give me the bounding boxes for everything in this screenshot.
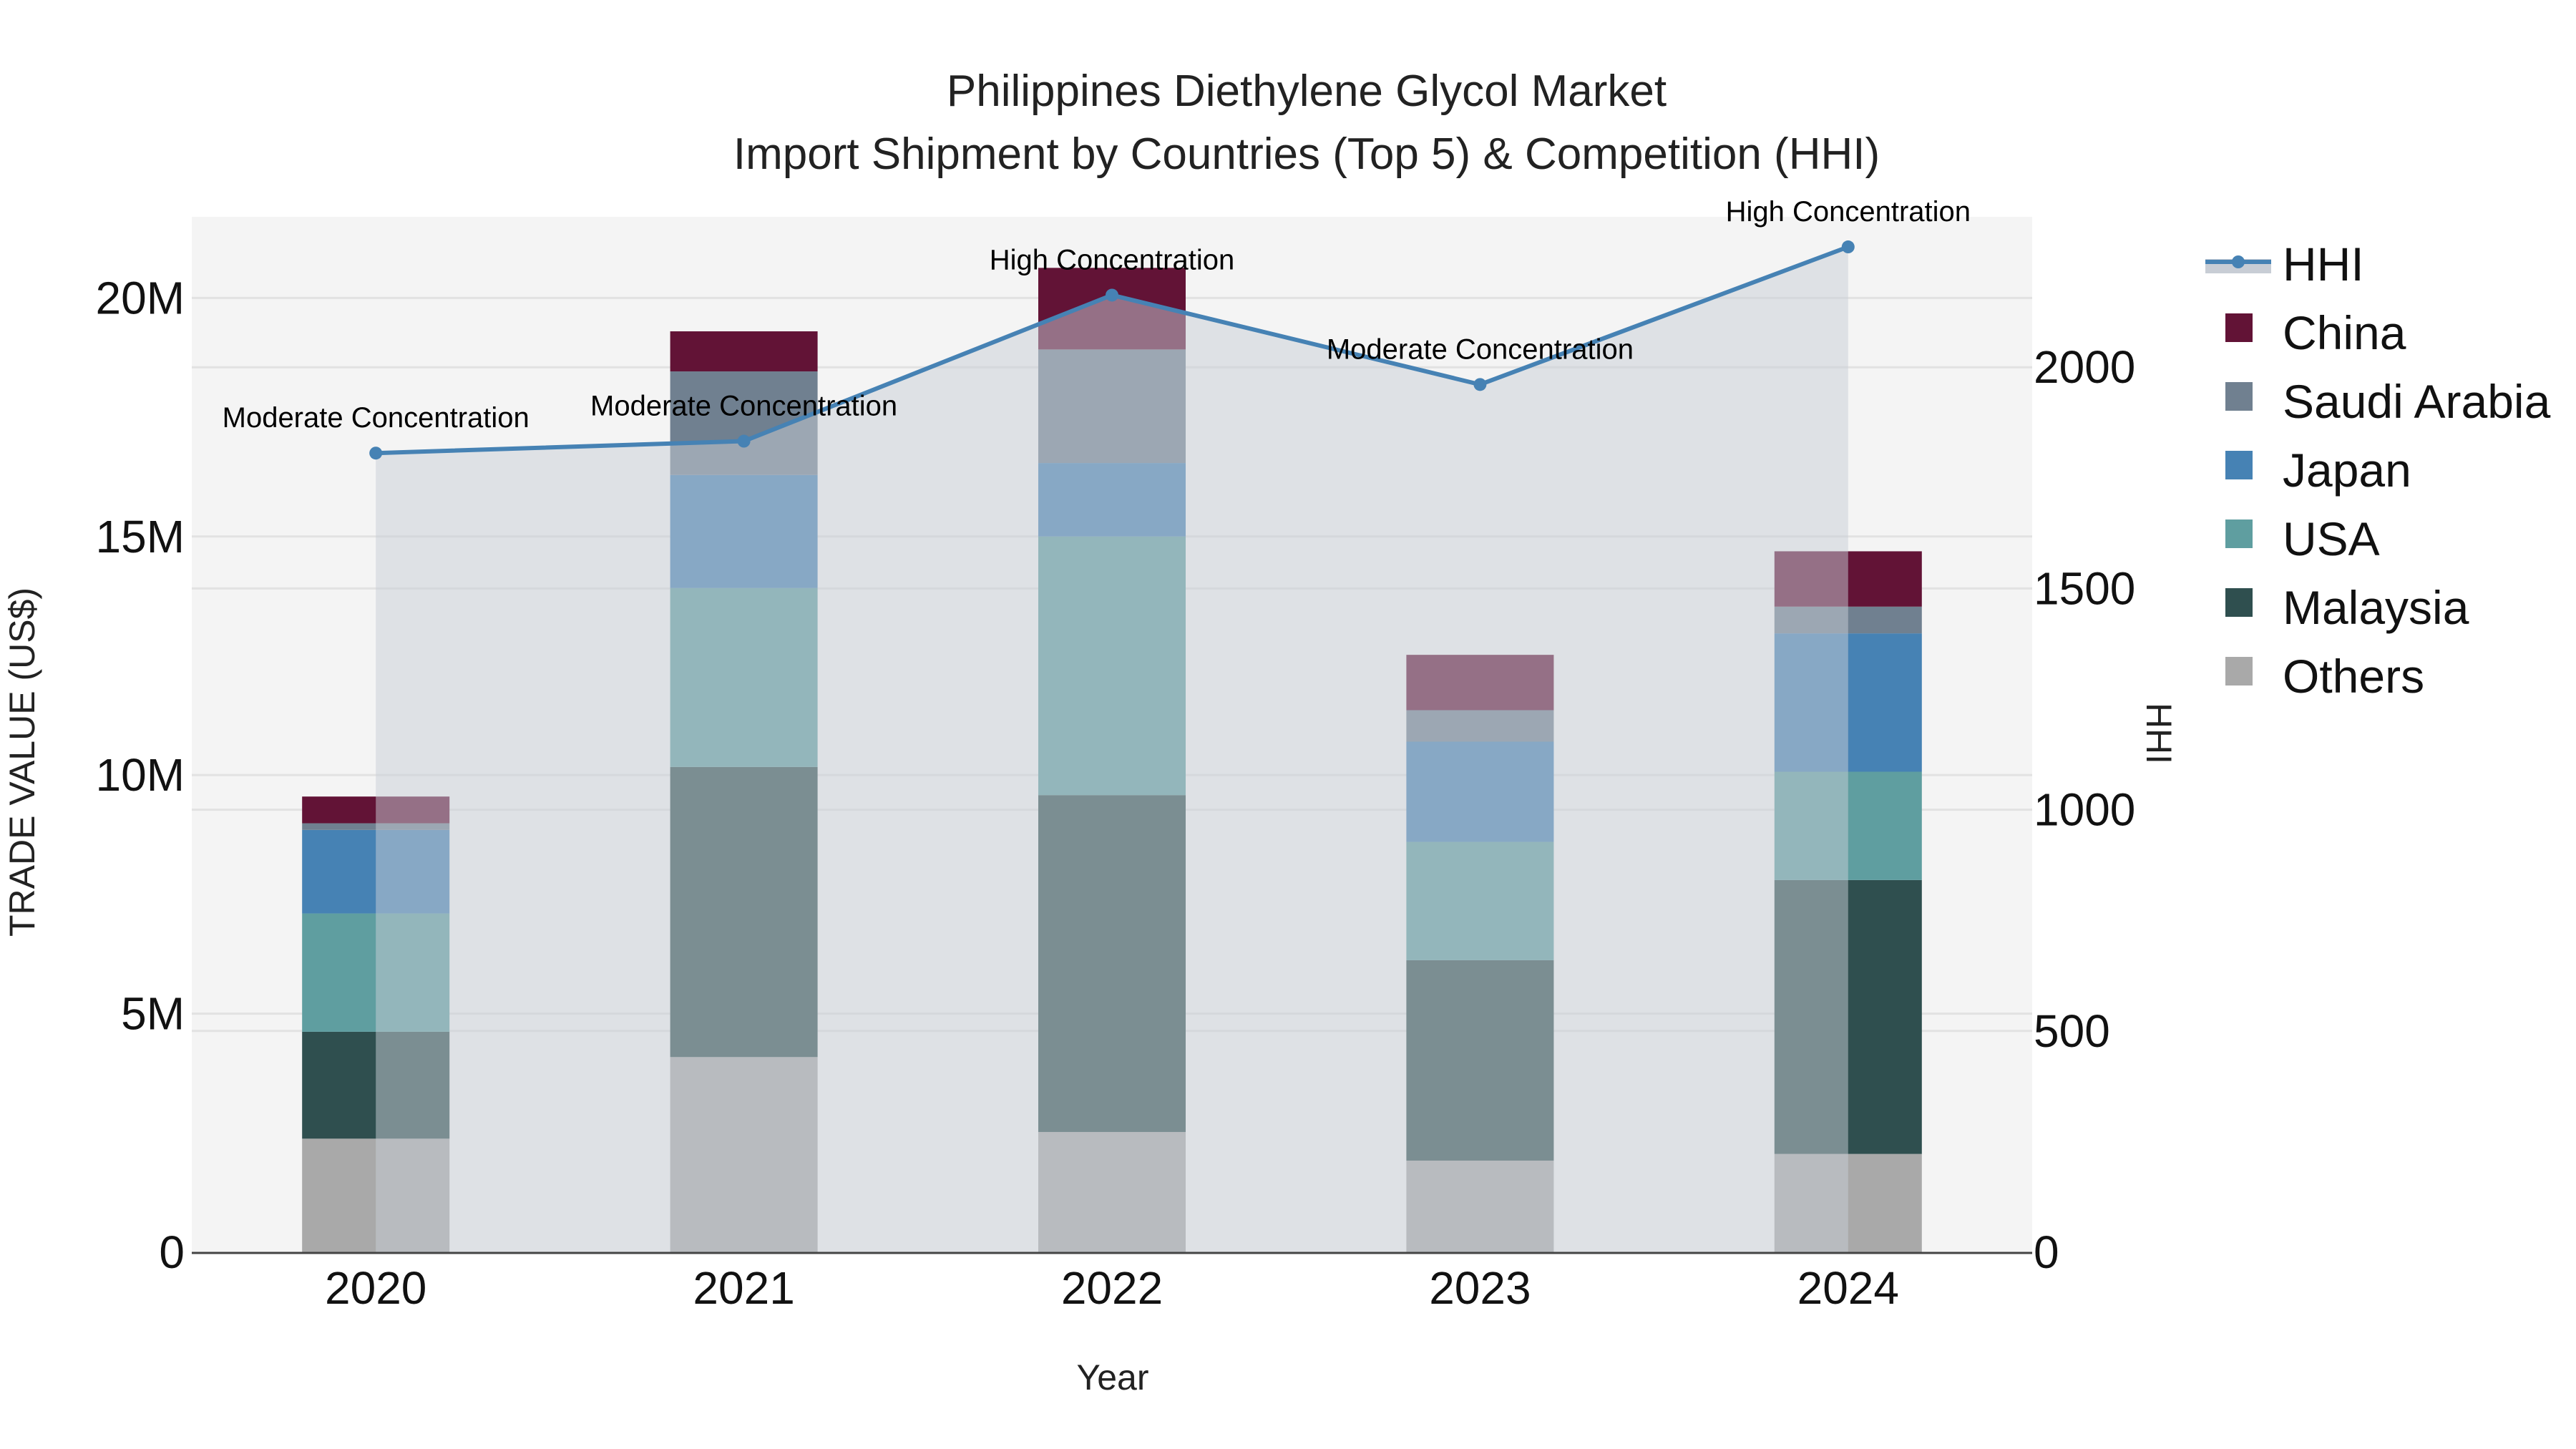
annotation-2020: Moderate Concentration [223,402,530,434]
annotation-2024: High Concentration [1726,196,1971,228]
square-icon [2225,313,2253,342]
y-tick-label: 15M [96,511,185,562]
y2-axis-title: HHI [2139,703,2179,764]
y2-tick-label: 0 [2034,1226,2059,1278]
y2-axis-ticks: 0 500 1000 1500 2000 [2034,341,2135,1278]
square-icon [2225,519,2253,548]
y2-tick-label: 1000 [2034,784,2135,836]
legend-item-hhi[interactable]: HHI [2205,238,2364,291]
y-axis-ticks: 0 5M 10M 15M 20M [96,272,185,1278]
y2-tick-label: 500 [2034,1005,2110,1057]
legend-label: Malaysia [2283,581,2469,634]
legend-label: HHI [2283,238,2364,291]
x-tick-label: 2021 [693,1262,794,1314]
x-axis-ticks: 2020 2021 2022 2023 2024 [325,1262,1899,1314]
y-tick-label: 10M [96,749,185,801]
hhi-marker-2023 [1473,378,1487,391]
annotation-2021: Moderate Concentration [590,391,897,422]
chart-subtitle: Import Shipment by Countries (Top 5) & C… [733,130,1880,179]
legend-item-china[interactable]: China [2225,306,2406,359]
legend-label: China [2283,306,2406,359]
x-tick-label: 2020 [325,1262,426,1314]
hhi-marker-2021 [737,434,751,448]
hhi-marker-2024 [1841,240,1855,254]
legend-item-japan[interactable]: Japan [2225,444,2411,497]
x-axis-title: Year [1076,1357,1148,1397]
legend-label: Saudi Arabia [2283,375,2551,428]
line-marker-icon [2205,255,2271,273]
annotation-2022: High Concentration [990,244,1234,275]
y-tick-label: 20M [96,272,185,323]
legend-item-usa[interactable]: USA [2225,512,2380,565]
hhi-area [376,247,1848,1252]
square-icon [2225,657,2253,686]
square-icon [2225,382,2253,411]
hhi-marker-2022 [1106,288,1118,302]
square-icon [2225,451,2253,479]
y2-tick-label: 2000 [2034,341,2135,393]
legend-label: USA [2283,512,2380,565]
legend-label: Others [2283,650,2424,703]
bar-segment-china-2021 [670,331,818,372]
y-axis-title: TRADE VALUE (US$) [2,587,42,937]
hhi-line [369,240,1855,460]
annotation-2023: Moderate Concentration [1327,333,1634,365]
legend-item-saudi-arabia[interactable]: Saudi Arabia [2225,375,2551,428]
annotations: Moderate Concentration Moderate Concentra… [223,196,1971,434]
y-tick-label: 5M [121,988,185,1040]
y-tick-label: 0 [159,1226,185,1278]
x-tick-label: 2023 [1429,1262,1531,1314]
square-icon [2225,588,2253,617]
y2-tick-label: 1500 [2034,562,2135,614]
x-tick-label: 2022 [1061,1262,1163,1314]
legend-item-malaysia[interactable]: Malaysia [2225,581,2469,634]
legend: HHI China Saudi Arabia Japan USA Malaysia Othe… [2205,238,2551,703]
hhi-marker-2020 [369,447,383,460]
chart-title: Philippines Diethylene Glycol Market [947,67,1667,116]
legend-label: Japan [2283,444,2411,497]
x-tick-label: 2024 [1797,1262,1899,1314]
legend-item-others[interactable]: Others [2225,650,2424,703]
